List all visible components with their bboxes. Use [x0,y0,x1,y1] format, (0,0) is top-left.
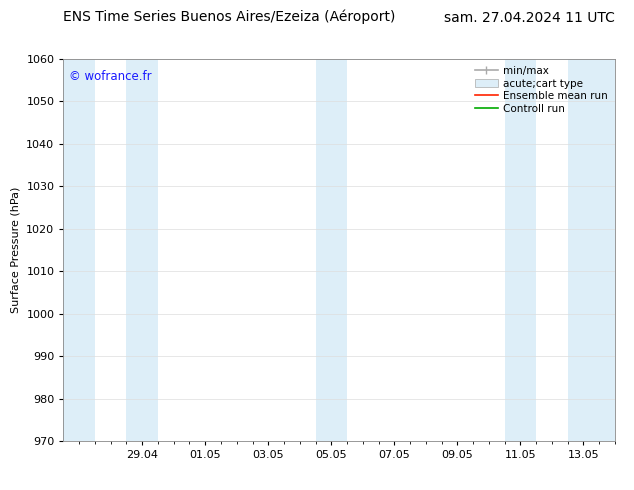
Y-axis label: Surface Pressure (hPa): Surface Pressure (hPa) [11,187,21,313]
Bar [63,59,95,441]
Text: © wofrance.fr: © wofrance.fr [69,70,152,83]
Bar [505,59,536,441]
Text: ENS Time Series Buenos Aires/Ezeiza (Aéroport): ENS Time Series Buenos Aires/Ezeiza (Aér… [63,10,396,24]
Bar [567,59,615,441]
Bar [316,59,347,441]
Legend: min/max, acute;cart type, Ensemble mean run, Controll run: min/max, acute;cart type, Ensemble mean … [473,64,610,116]
Bar [126,59,158,441]
Text: sam. 27.04.2024 11 UTC: sam. 27.04.2024 11 UTC [444,10,615,24]
